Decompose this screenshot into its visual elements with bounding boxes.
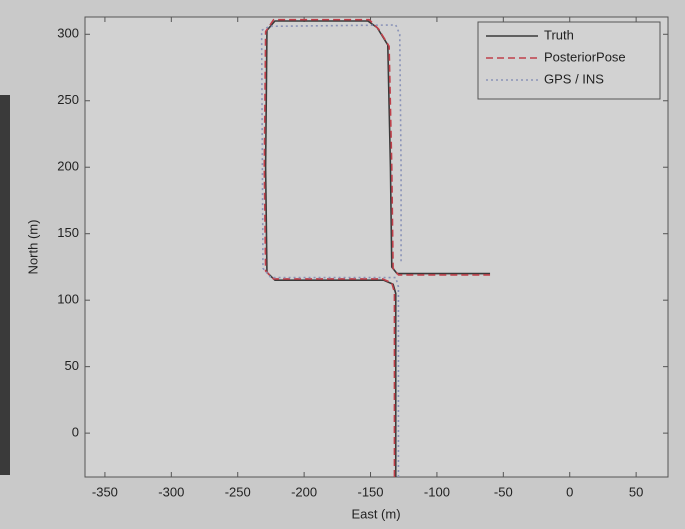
y-tick-label: 250 [57, 92, 79, 107]
x-tick-label: -150 [358, 484, 384, 499]
y-tick-label: 300 [57, 26, 79, 41]
legend-label: GPS / INS [544, 71, 604, 86]
y-axis-label: North (m) [25, 220, 40, 275]
x-tick-label: -250 [225, 484, 251, 499]
y-tick-label: 100 [57, 292, 79, 307]
y-tick-label: 50 [65, 358, 79, 373]
x-tick-label: -100 [424, 484, 450, 499]
y-tick-label: 150 [57, 225, 79, 240]
x-tick-label: 0 [566, 484, 573, 499]
y-tick-label: 200 [57, 159, 79, 174]
x-tick-label: -200 [291, 484, 317, 499]
x-tick-label: -350 [92, 484, 118, 499]
legend-label: PosteriorPose [544, 49, 626, 64]
series-line [260, 24, 402, 477]
series-line [263, 18, 491, 477]
x-tick-label: 50 [629, 484, 643, 499]
legend-box [477, 21, 661, 100]
x-axis-label: East (m) [351, 506, 400, 521]
x-tick-label: -50 [494, 484, 513, 499]
x-tick-label: -300 [158, 484, 184, 499]
legend-label: Truth [544, 27, 574, 42]
y-tick-label: 0 [72, 425, 79, 440]
photo-strip [0, 95, 10, 475]
